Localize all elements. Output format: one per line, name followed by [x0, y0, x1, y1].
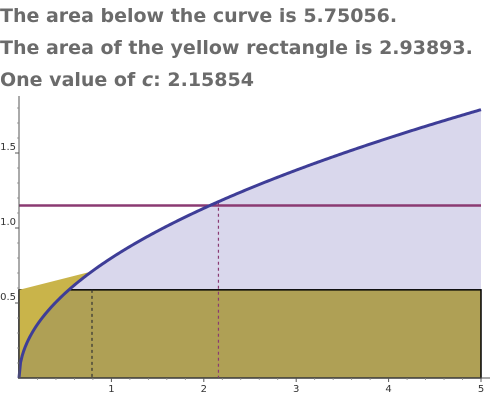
yellow-rectangle: [18, 289, 482, 379]
x-tick-label: 2: [201, 384, 207, 395]
rectangle-area-text: The area of the yellow rectangle is 2.93…: [0, 32, 500, 64]
y-tick-label: 1.0: [0, 217, 16, 228]
c-value: 2.15854: [167, 69, 254, 91]
x-tick-label: 5: [478, 384, 484, 395]
y-tick-label: 0.5: [0, 292, 16, 303]
area-label: The area below the curve is: [0, 5, 297, 27]
c-variable: c: [141, 69, 154, 91]
c-value-text: One value of c: 2.15854: [0, 64, 500, 96]
x-tick-label: 1: [108, 384, 114, 395]
rectangle-area-label: The area of the yellow rectangle is: [0, 37, 373, 59]
curve-line: [17, 108, 482, 379]
stats-panel: The area below the curve is 5.75056. The…: [0, 0, 500, 96]
c-value-prefix: One value of: [0, 69, 136, 91]
x-tick-label: 3: [293, 384, 299, 395]
rectangle-left-region: [19, 271, 92, 378]
y-tick-label: 1.5: [0, 142, 16, 153]
c-value-suffix: :: [153, 69, 161, 91]
rectangle-area-value: 2.93893.: [379, 37, 473, 59]
area-under-curve-text: The area below the curve is 5.75056.: [0, 0, 500, 32]
x-tick-label: 4: [385, 384, 391, 395]
area-value: 5.75056.: [303, 5, 398, 27]
